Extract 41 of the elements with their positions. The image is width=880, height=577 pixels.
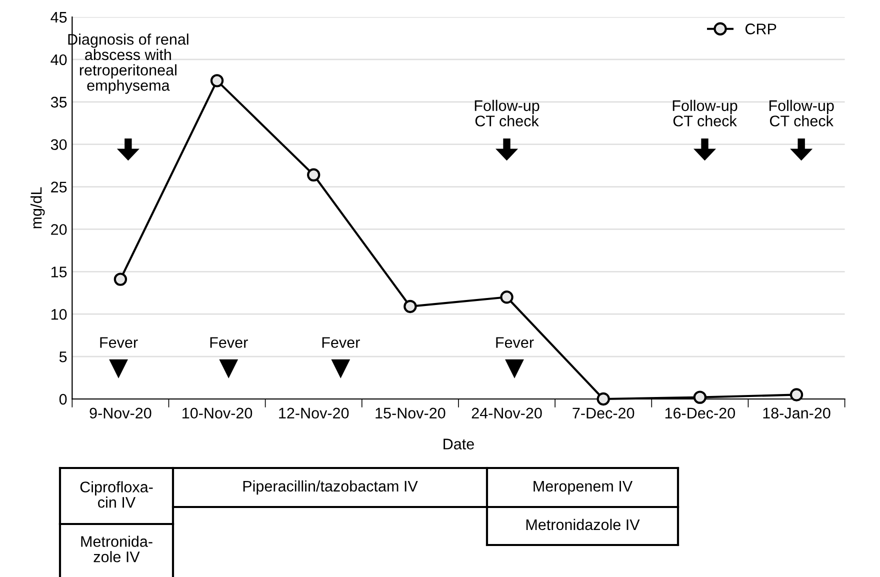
y-tick-label: 40 (50, 54, 67, 66)
x-tick-label: 9-Nov-20 (90, 408, 152, 419)
x-axis-title: Date (444, 438, 474, 450)
x-tick-label: 7-Dec-20 (572, 408, 634, 419)
annotation: Follow-up CT check (474, 100, 540, 126)
y-tick-label: 45 (50, 12, 67, 23)
y-tick-label: 30 (50, 139, 67, 150)
annotation: Fever (210, 337, 248, 348)
point (790, 388, 804, 402)
annotation: Fever (100, 337, 138, 348)
y-tick-label: 5 (59, 352, 67, 362)
point (114, 272, 128, 286)
annotation: Follow-up CT check (672, 100, 738, 126)
x-tick-label: 18-Jan-20 (763, 408, 830, 419)
y-tick-label: 10 (51, 308, 67, 320)
text: Meropenem IV (534, 480, 633, 495)
point (500, 290, 514, 304)
point (210, 74, 224, 88)
point (596, 392, 610, 406)
annotation: Fever (322, 337, 360, 348)
x-tick-label: 16-Dec-20 (665, 408, 735, 419)
annotation: Fever (496, 337, 534, 348)
text: Piperacillin/tazobactam IV (243, 480, 418, 495)
point (693, 390, 707, 404)
point (307, 168, 320, 182)
y-tick-label: 15 (51, 266, 67, 278)
annotation: Follow-up CT check (769, 100, 834, 126)
x-tick-label: 10-Nov-20 (182, 408, 252, 419)
text: Metronida- zole IV (81, 536, 152, 562)
point (404, 300, 417, 314)
y-axis-title: mg/dL (30, 187, 45, 228)
y-tick-label: 25 (51, 182, 67, 192)
y-tick-label: 35 (50, 96, 67, 108)
text: Ciprofloxa- cin IV (80, 481, 153, 508)
y-tick-label: 20 (51, 224, 67, 235)
text: Metronidazole IV (526, 518, 640, 530)
x-tick-label: 24-Nov-20 (472, 408, 542, 419)
x-tick-label: 15-Nov-20 (376, 408, 446, 419)
y-tick-label: 0 (59, 394, 67, 405)
legend-label: CRP (745, 24, 776, 34)
x-tick-label: 12-Nov-20 (279, 408, 349, 419)
